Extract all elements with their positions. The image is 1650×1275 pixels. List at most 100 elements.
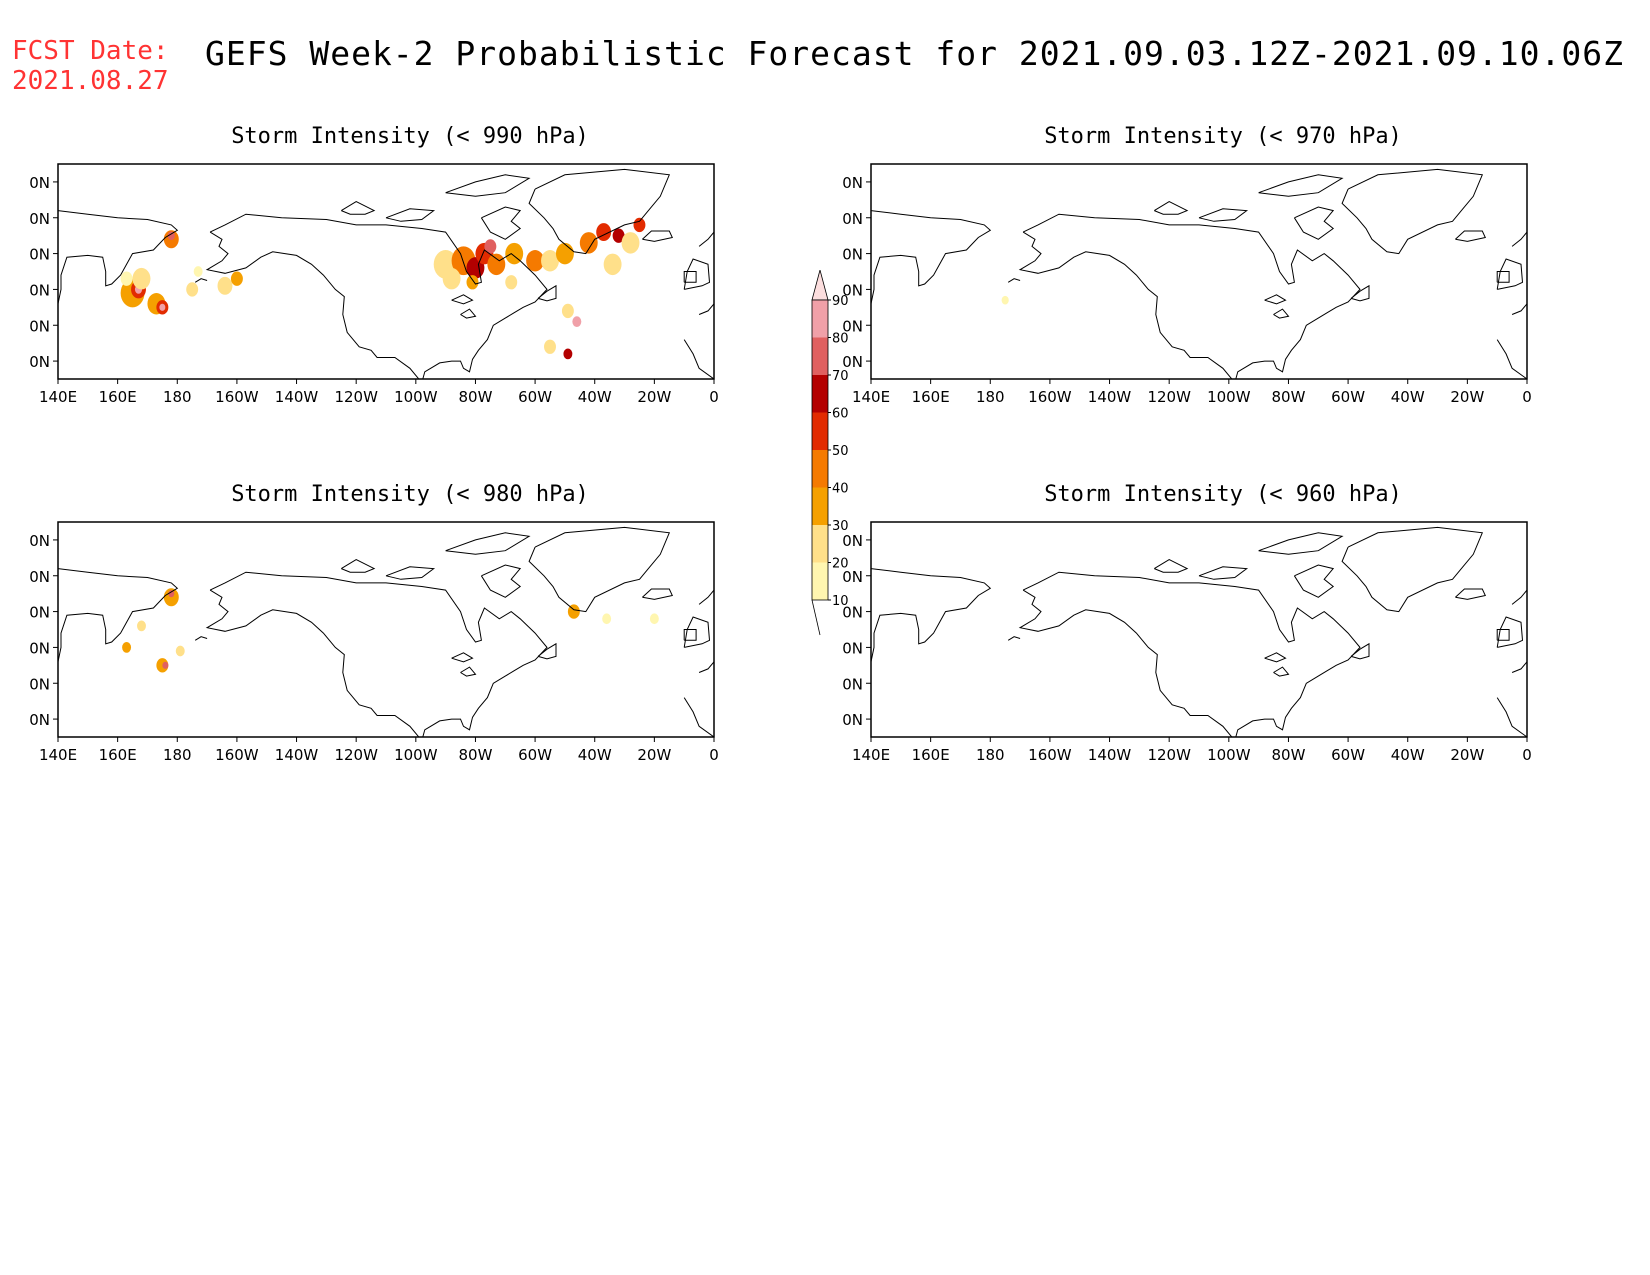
colorbar-label: 80 (832, 332, 849, 347)
colorbar-segment (812, 487, 828, 525)
probability-cell (544, 339, 556, 354)
lon-tick-label: 140W (1088, 746, 1132, 764)
coastline (698, 589, 714, 605)
probability-cell (168, 590, 175, 598)
lon-tick-label: 160W (1028, 746, 1072, 764)
lat-tick-label: 70N (30, 568, 50, 586)
lon-tick-label: 180 (976, 746, 1005, 764)
map-content (871, 168, 1527, 379)
forecast-date-label: FCST Date: (12, 36, 169, 66)
lon-tick-label: 20W (1450, 388, 1484, 406)
coastline (205, 231, 420, 379)
map-frame (57, 521, 715, 738)
lon-tick-label: 40W (1391, 746, 1425, 764)
probability-cell (561, 303, 574, 319)
coastline (445, 174, 531, 197)
coastline (528, 168, 671, 255)
coastline (209, 571, 548, 737)
coastline (1496, 697, 1527, 737)
coastline (683, 629, 697, 641)
probability-cell (484, 239, 497, 254)
map-970: 80N 70N 60N 50N 40N 30N 140E 160E 180 160W 140W 120… (843, 163, 1532, 406)
coastline (1511, 303, 1527, 315)
lon-tick-label: 80W (458, 746, 492, 764)
probability-cell (159, 303, 166, 311)
coastline (58, 568, 179, 662)
lat-tick-label: 40N (843, 675, 863, 693)
lat-tick-label: 40N (30, 675, 50, 693)
lon-tick-label: 160W (215, 388, 259, 406)
panel-960: Storm Intensity (< 960 hPa) 80N 70N 60N 50N… (843, 482, 1603, 782)
lon-tick-label: 160E (912, 746, 950, 764)
lat-tick-label: 30N (30, 711, 50, 729)
coastline (1154, 559, 1189, 573)
probability-cell (193, 266, 203, 277)
coastline (341, 559, 376, 573)
colorbar-label: 40 (832, 482, 849, 497)
map-frame (870, 163, 1528, 380)
coastline (1350, 284, 1370, 302)
panel-title: Storm Intensity (< 970 hPa) (1044, 124, 1402, 149)
colorbar-label: 30 (832, 519, 849, 534)
lat-tick-label: 60N (30, 604, 50, 622)
coastline (1293, 564, 1335, 598)
lon-tick-label: 160W (215, 746, 259, 764)
probability-cell (541, 250, 559, 272)
coastline (209, 213, 548, 379)
colorbar-segment (812, 450, 828, 488)
coastline (1018, 589, 1233, 737)
map-frame (57, 163, 715, 380)
panel-970: Storm Intensity (< 970 hPa) 80N 70N 60N 50N… (843, 124, 1603, 424)
lon-tick-label: 40W (578, 388, 612, 406)
coastline (460, 666, 477, 677)
probability-cell (649, 613, 659, 625)
probability-cell (555, 242, 574, 265)
coastline (1273, 308, 1290, 319)
lon-tick-label: 80W (458, 388, 492, 406)
probability-cell (163, 588, 179, 607)
lon-tick-label: 140W (1088, 388, 1132, 406)
probability-cell (612, 228, 625, 243)
coastline (1007, 636, 1021, 641)
map-980: 80N 70N 60N 50N 40N 30N 140E 160E 180 160W 140W 120… (30, 521, 719, 764)
lon-tick-label: 180 (163, 388, 192, 406)
colorbar-label: 20 (832, 557, 849, 572)
lat-tick-label: 30N (843, 711, 863, 729)
probability-cell (633, 217, 646, 233)
lat-tick-label: 30N (30, 353, 50, 371)
lat-tick-label: 50N (30, 281, 50, 299)
lon-tick-label: 80W (1271, 746, 1305, 764)
lat-tick-label: 80N (843, 174, 863, 192)
coastline (698, 231, 714, 247)
panel-980: Storm Intensity (< 980 hPa) 80N 70N 60N 50N… (30, 482, 790, 782)
lat-tick-label: 50N (843, 281, 863, 299)
coastline (871, 210, 992, 304)
probability-cell (442, 267, 461, 290)
probability-cell (603, 253, 622, 276)
coastline (385, 208, 436, 222)
probability-cell (230, 271, 243, 286)
probability-cell (1001, 295, 1009, 305)
lat-tick-label: 70N (843, 210, 863, 228)
colorbar-segment (812, 300, 828, 338)
colorbar-segment (812, 412, 828, 450)
forecast-date-value: 2021.08.27 (12, 66, 169, 96)
lon-tick-label: 100W (1207, 746, 1251, 764)
coastline (194, 636, 208, 641)
colorbar-label: 10 (832, 594, 849, 609)
coastline (480, 206, 522, 240)
lon-tick-label: 20W (637, 388, 671, 406)
coastline (528, 526, 671, 613)
coastline (871, 568, 992, 662)
lon-tick-label: 100W (1207, 388, 1251, 406)
lat-tick-label: 80N (843, 532, 863, 550)
colorbar-top-arrow (811, 270, 829, 301)
lat-tick-label: 30N (843, 353, 863, 371)
lat-tick-label: 40N (30, 317, 50, 335)
lon-tick-label: 0 (1522, 746, 1532, 764)
lon-tick-label: 20W (637, 746, 671, 764)
lat-tick-label: 80N (30, 174, 50, 192)
probability-cell (579, 232, 598, 254)
coastline (1341, 168, 1484, 255)
probability-cell (563, 348, 573, 360)
